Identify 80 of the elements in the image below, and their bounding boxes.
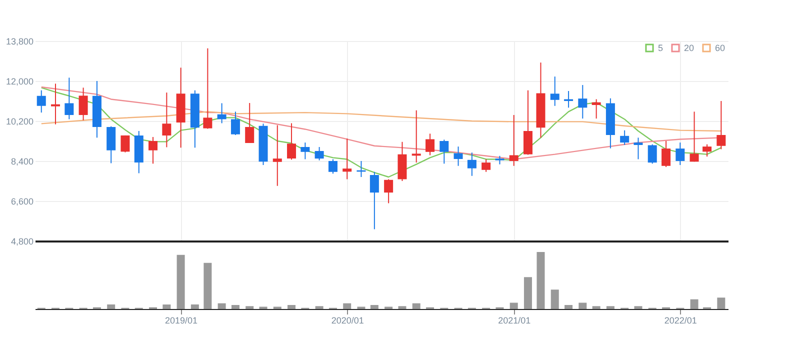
candlestick <box>676 142 685 166</box>
candlestick <box>426 133 435 156</box>
candlestick <box>120 134 130 153</box>
candlestick <box>578 84 588 120</box>
bar <box>190 304 199 309</box>
y-tick-label: 4,800 <box>10 236 34 246</box>
bar <box>370 305 378 309</box>
candlestick <box>690 111 699 162</box>
y-tick-label: 10,200 <box>6 116 34 126</box>
bar <box>592 306 600 309</box>
candlestick <box>370 171 379 230</box>
x-tick-label: 2019/01 <box>165 316 198 326</box>
candlestick <box>106 126 116 164</box>
candlestick <box>342 138 352 180</box>
candlestick <box>482 158 491 172</box>
candlestick <box>272 124 282 186</box>
candlestick <box>230 111 240 136</box>
candlestick <box>314 146 324 161</box>
candlestick <box>702 144 712 158</box>
candlestick <box>454 146 463 166</box>
legend-label: 60 <box>715 42 726 53</box>
candlestick <box>384 178 394 204</box>
candlestick <box>300 142 310 160</box>
bar <box>315 306 324 309</box>
bar <box>690 299 698 309</box>
bar <box>412 303 420 309</box>
bar <box>510 302 518 309</box>
bar <box>564 305 573 309</box>
candlestick <box>716 100 726 150</box>
y-tick-label: 12,000 <box>6 76 34 86</box>
candlestick <box>64 77 74 120</box>
candlestick <box>78 87 88 121</box>
bar <box>107 304 116 309</box>
bar <box>578 302 587 309</box>
candlestick <box>648 144 657 164</box>
candlestick <box>662 140 671 168</box>
bar <box>204 262 212 309</box>
line-series <box>40 87 722 178</box>
legend-label: 5 <box>658 42 664 53</box>
bar <box>246 306 254 309</box>
line-series <box>40 111 722 132</box>
bar <box>550 290 559 309</box>
bar <box>176 254 185 309</box>
candlestick <box>51 83 60 125</box>
bar <box>162 304 171 309</box>
x-tick-label: 2020/01 <box>331 316 364 326</box>
candlestick <box>592 98 601 120</box>
candlestick <box>412 110 421 164</box>
candlestick <box>217 102 226 124</box>
candlestick <box>148 136 158 164</box>
bar <box>606 306 614 309</box>
candlestick <box>523 90 532 156</box>
bar <box>343 303 352 309</box>
y-tick-label: 8,400 <box>10 156 34 166</box>
candlestick <box>440 139 449 164</box>
legend-label: 20 <box>684 42 694 53</box>
candlestick <box>36 90 46 114</box>
bar <box>634 306 642 309</box>
candlestick <box>203 48 212 130</box>
bar <box>717 298 726 309</box>
candlestick <box>620 130 630 146</box>
x-tick-label: 2021/01 <box>498 316 531 326</box>
candlestick <box>467 152 476 176</box>
bar <box>536 252 545 309</box>
candlestick <box>287 122 296 160</box>
candlestick <box>245 102 254 144</box>
candlestick <box>550 76 560 106</box>
y-tick-label: 6,600 <box>10 196 34 206</box>
x-tick-label: 2022/01 <box>664 316 697 326</box>
candlestick <box>162 92 172 148</box>
candlestick <box>634 137 643 160</box>
bar <box>288 305 296 309</box>
y-tick-label: 13,800 <box>6 36 34 46</box>
candlestick <box>328 158 338 174</box>
candlestick <box>509 114 518 166</box>
candlestick <box>564 90 574 108</box>
bar <box>398 306 406 309</box>
bar <box>524 277 532 309</box>
bar <box>231 305 240 309</box>
bar <box>218 303 226 309</box>
